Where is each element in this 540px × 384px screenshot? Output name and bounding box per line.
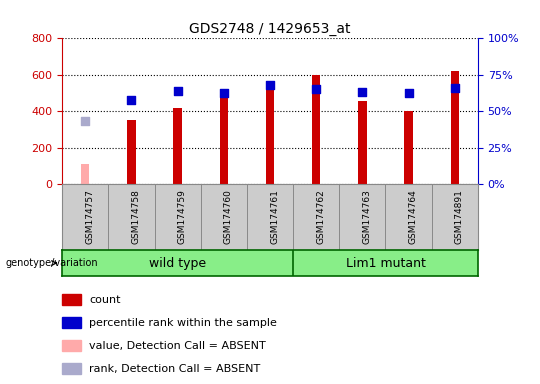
Bar [312,75,320,184]
Point [81,118,90,124]
Point [219,90,228,96]
Bar [62,363,81,374]
Bar [62,340,81,351]
Text: GSM174757: GSM174757 [85,190,94,245]
Text: GSM174763: GSM174763 [362,190,372,245]
Bar [173,108,182,184]
Bar [62,294,81,305]
Bar [404,111,413,184]
Text: GSM174761: GSM174761 [270,190,279,245]
Text: count: count [89,295,120,305]
Text: wild type: wild type [149,257,206,270]
Title: GDS2748 / 1429653_at: GDS2748 / 1429653_at [189,22,351,36]
Text: genotype/variation: genotype/variation [5,258,98,268]
Point [404,90,413,96]
Point [450,84,459,91]
Point [358,89,367,95]
Point [127,96,136,103]
Text: GSM174758: GSM174758 [131,190,140,245]
Text: rank, Detection Call = ABSENT: rank, Detection Call = ABSENT [89,364,260,374]
Bar [127,121,136,184]
Text: GSM174762: GSM174762 [316,190,325,244]
Point [312,86,321,92]
Text: GSM174891: GSM174891 [455,190,464,245]
Text: GSM174759: GSM174759 [178,190,187,245]
Point [173,88,182,94]
Text: Lim1 mutant: Lim1 mutant [346,257,426,270]
Text: GSM174760: GSM174760 [224,190,233,245]
Bar [62,317,81,328]
Text: value, Detection Call = ABSENT: value, Detection Call = ABSENT [89,341,266,351]
Bar [358,101,367,184]
Text: GSM174764: GSM174764 [409,190,417,244]
Bar [81,164,89,184]
Bar [451,71,459,184]
Bar [266,82,274,184]
Bar [220,93,228,184]
Text: percentile rank within the sample: percentile rank within the sample [89,318,277,328]
Point [266,82,274,88]
